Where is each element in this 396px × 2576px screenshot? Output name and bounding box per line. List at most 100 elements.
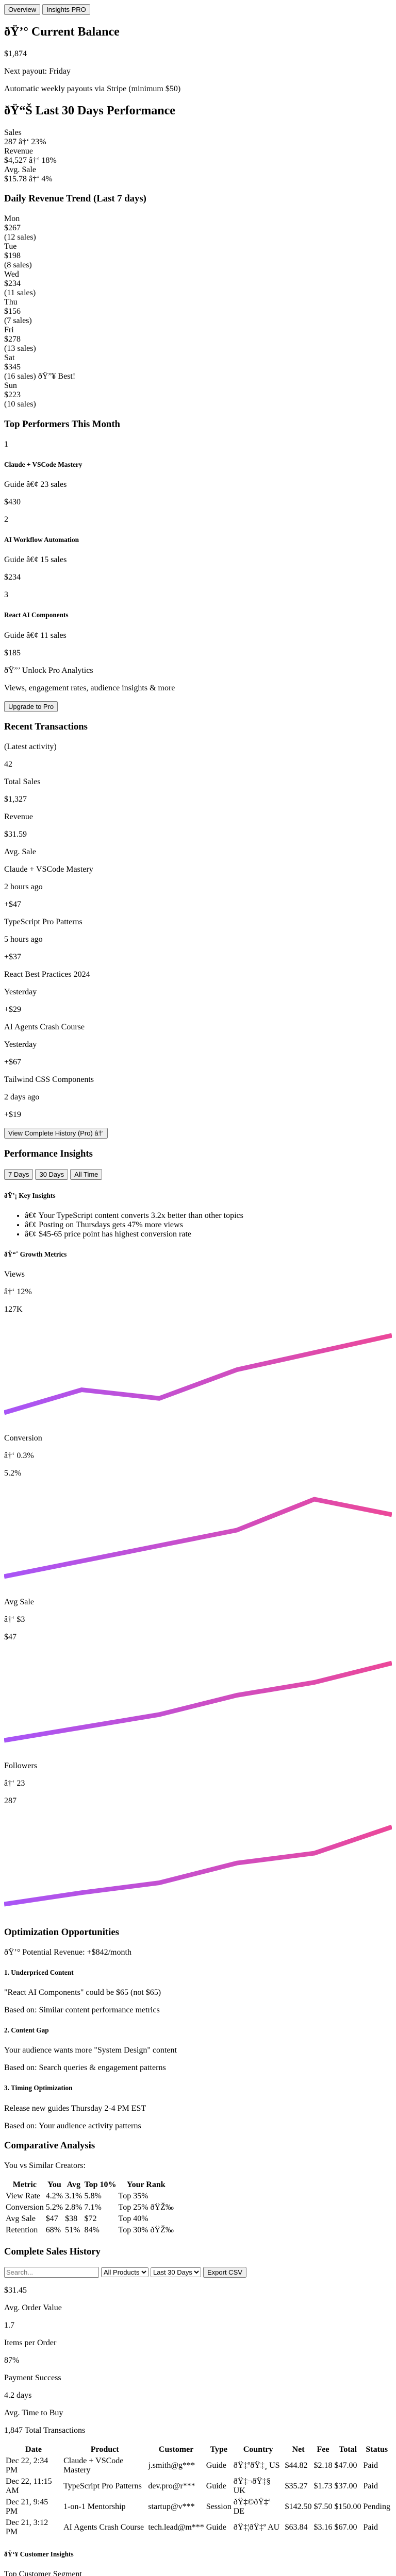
trend-line: [4, 1333, 392, 1415]
opportunity-text: "React AI Components" could be $65 (not …: [4, 1988, 161, 1997]
growth-title: ðŸ“ˆ Growth Metrics: [4, 1250, 67, 1258]
upgrade-button[interactable]: Upgrade to Pro: [4, 701, 58, 712]
table-cell: 2.8%: [65, 2203, 82, 2212]
column-header: Customer: [158, 2445, 194, 2454]
metric-value: $15.78 â†‘ 4%: [4, 174, 53, 183]
table-cell: Pending: [363, 2502, 390, 2512]
column-header: Net: [292, 2445, 305, 2454]
column-header: You: [47, 2180, 61, 2189]
pro-desc: Views, engagement rates, audience insigh…: [4, 683, 175, 692]
product-revenue: $185: [4, 648, 21, 657]
table-cell: startup@v***: [148, 2502, 195, 2512]
transaction-amount: +$37: [4, 952, 22, 961]
stat-label: Avg. Sale: [4, 847, 36, 856]
history-button[interactable]: View Complete History (Pro) â†’: [4, 1127, 108, 1139]
range-filter[interactable]: Last 30 Days: [151, 2267, 201, 2278]
table-cell: Guide: [206, 2482, 226, 2491]
table-row: View Rate 4.2% 3.1% 5.8% Top 35%: [5, 2191, 174, 2201]
day-sales-row: (10 sales): [4, 400, 392, 409]
range-button[interactable]: 7 Days: [4, 1169, 34, 1180]
table-cell: 51%: [65, 2226, 80, 2234]
table-cell: $2.18: [314, 2461, 333, 2470]
optimization-title: Optimization Opportunities: [4, 1926, 119, 1938]
rank: 1: [4, 439, 8, 449]
transaction-time: 5 hours ago: [4, 935, 43, 944]
range-button[interactable]: 30 Days: [35, 1169, 69, 1180]
daily-list: Mon $267 (12 sales) Tue $198 (8 sales) Wed $234…: [4, 214, 392, 409]
stat-value: $31.59: [4, 829, 27, 839]
growth-change: â†‘ 0.3%: [4, 1451, 34, 1461]
opportunity-title: 1. Underpriced Content: [4, 1968, 74, 1976]
opportunity-basis: Based on: Search queries & engagement pa…: [4, 2063, 166, 2073]
opportunity-title: 3. Timing Optimization: [4, 2084, 73, 2092]
column-header: Date: [25, 2445, 42, 2454]
transaction-time: 2 hours ago: [4, 882, 43, 891]
product-name: Claude + VSCode Mastery: [4, 460, 82, 468]
table-cell: Dec 21, 3:12 PM: [6, 2518, 48, 2537]
opportunity-title: 2. Content Gap: [4, 2026, 49, 2035]
day-revenue: $234: [4, 279, 21, 289]
payout-note: Automatic weekly payouts via Stripe (min…: [4, 84, 181, 93]
table-cell: 3.1%: [65, 2192, 82, 2200]
history-stat-value: $31.45: [4, 2286, 27, 2295]
day-name: Fri: [4, 326, 14, 335]
sales-table: Date Product Customer Type Country Net Fee Tota…: [4, 2444, 392, 2538]
insights-tab[interactable]: Insights PRO: [42, 4, 90, 15]
product-meta: Guide â€¢ 11 sales: [4, 631, 67, 640]
key-insight: â€¢ Your TypeScript content converts 3.2…: [25, 1211, 392, 1221]
column-header: Fee: [317, 2445, 329, 2454]
history-controls: All Products Last 30 Days Export CSV: [4, 2267, 392, 2278]
trend-line: [4, 1497, 392, 1579]
header-row: Date Product Customer Type Country Net Fee Tota…: [5, 2445, 391, 2455]
table-cell: $1.73: [314, 2482, 333, 2491]
day-name: Tue: [4, 242, 17, 251]
search-input[interactable]: [4, 2267, 99, 2278]
key-insight: â€¢ $45-65 price point has highest conve…: [25, 1230, 392, 1239]
column-header: Your Rank: [126, 2180, 166, 2189]
product-meta: Guide â€¢ 15 sales: [4, 555, 67, 565]
key-insight: â€¢ Posting on Thursdays gets 47% more v…: [25, 1221, 392, 1230]
growth-change: â†‘ $3: [4, 1615, 25, 1624]
pro-title: ðŸ”’ Unlock Pro Analytics: [4, 666, 93, 675]
table-cell: Top 35%: [118, 2192, 148, 2200]
growth-label: Followers: [4, 1761, 37, 1771]
column-header: Type: [210, 2445, 227, 2454]
table-cell: j.smith@g***: [148, 2461, 195, 2470]
table-row: Dec 22, 11:15 AM TypeScript Pro Patterns d…: [5, 2477, 391, 2496]
growth-label: Conversion: [4, 1434, 42, 1443]
day-name: Mon: [4, 214, 20, 224]
transaction-time: Yesterday: [4, 987, 37, 996]
column-header: Top 10%: [84, 2180, 117, 2189]
overview-tab[interactable]: Overview: [4, 4, 41, 15]
dashboard: Overview Insights PRO ðŸ’° Current Balanc…: [4, 4, 392, 2576]
day-sales-row: (13 sales): [4, 344, 392, 353]
balance-amount: $1,874: [4, 49, 27, 58]
table-cell: ðŸ‡¬ðŸ‡§ UK: [233, 2477, 271, 2496]
table-cell: 1-on-1 Mentorship: [63, 2502, 126, 2512]
transaction-time: 2 days ago: [4, 1092, 40, 1101]
day-revenue: $278: [4, 335, 21, 344]
metric-label: Revenue: [4, 146, 33, 156]
column-header: Product: [90, 2445, 119, 2454]
product-meta: Guide â€¢ 23 sales: [4, 480, 67, 489]
day-revenue: $345: [4, 363, 21, 372]
product-filter[interactable]: All Products: [101, 2267, 148, 2278]
transaction-product: Tailwind CSS Components: [4, 1075, 94, 1084]
table-cell: $3.16: [314, 2523, 333, 2532]
table-cell: View Rate: [6, 2192, 41, 2200]
range-button[interactable]: All Time: [70, 1169, 103, 1180]
table-cell: ðŸ‡ºðŸ‡¸ US: [233, 2461, 280, 2470]
page: Overview Insights PRO ðŸ’° Current Balanc…: [0, 4, 396, 2576]
insights-title: Performance Insights: [4, 1148, 93, 1159]
day-name: Sat: [4, 353, 15, 363]
recent-subtitle: (Latest activity): [4, 742, 57, 751]
transaction-product: TypeScript Pro Patterns: [4, 917, 82, 926]
export-button[interactable]: Export CSV: [203, 2267, 246, 2278]
day-name: Sun: [4, 381, 17, 391]
history-stat-label: Avg. Time to Buy: [4, 2409, 63, 2418]
total-transactions: 1,847 Total Transactions: [4, 2426, 86, 2435]
customer-insights-title: ðŸ‘¥ Customer Insights: [4, 2550, 74, 2558]
growth-chart: [4, 1497, 392, 1579]
metric-label: Sales: [4, 128, 22, 137]
day-sales: (13 sales): [4, 344, 36, 353]
